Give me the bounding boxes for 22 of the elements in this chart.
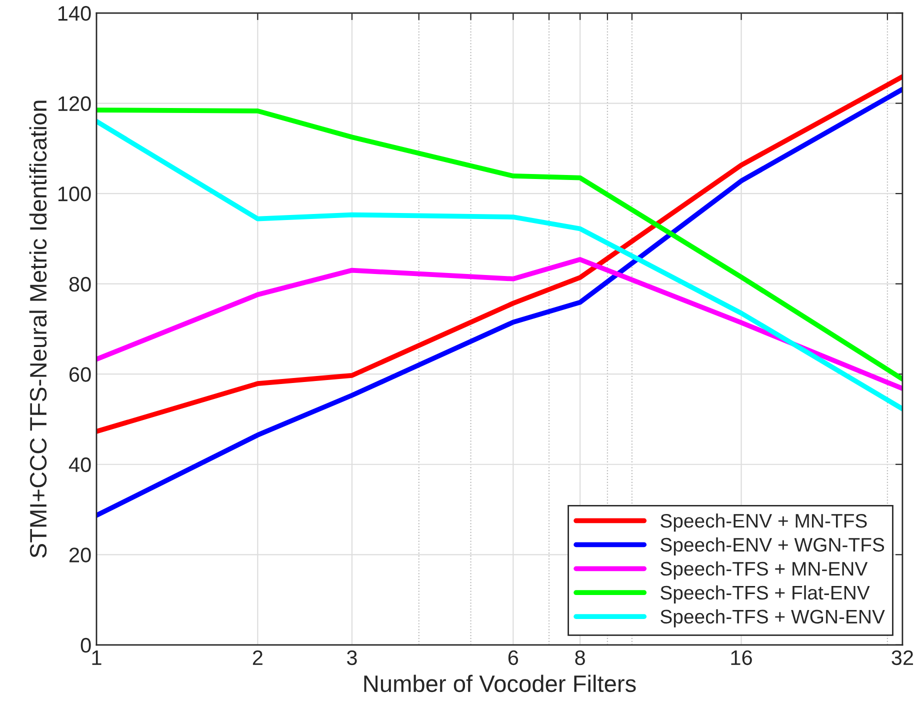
x-tick-label: 16 [731, 650, 752, 666]
legend-label: Speech-ENV + WGN-TFS [660, 537, 884, 556]
y-tick-label: 60 [70, 367, 91, 382]
x-tick-label: 1 [92, 650, 102, 665]
legend-label: Speech-TFS + Flat-ENV [660, 585, 870, 604]
y-tick-label: 100 [58, 186, 91, 202]
legend-label: Speech-TFS + WGN-ENV [660, 609, 885, 628]
x-tick-label: 8 [575, 650, 585, 666]
y-tick-label: 120 [58, 96, 91, 112]
y-tick-label: 20 [70, 548, 91, 562]
y-tick-label: 0 [80, 638, 91, 653]
legend-label: Speech-TFS + MN-ENV [660, 561, 868, 580]
x-tick-label: 32 [892, 650, 913, 666]
y-tick-label: 40 [68, 457, 91, 472]
y-tick-label: 80 [69, 276, 91, 292]
y-axis-title: STMI+CCC TFS-Neural Metric Identification [29, 100, 47, 558]
legend-label: Speech-ENV + MN-TFS [660, 513, 867, 532]
x-tick-label: 2 [252, 650, 262, 665]
y-tick-label: 140 [58, 6, 91, 21]
x-tick-label: 6 [508, 650, 518, 666]
x-axis-title: Number of Vocoder Filters [364, 674, 636, 692]
x-tick-label: 3 [346, 650, 357, 666]
